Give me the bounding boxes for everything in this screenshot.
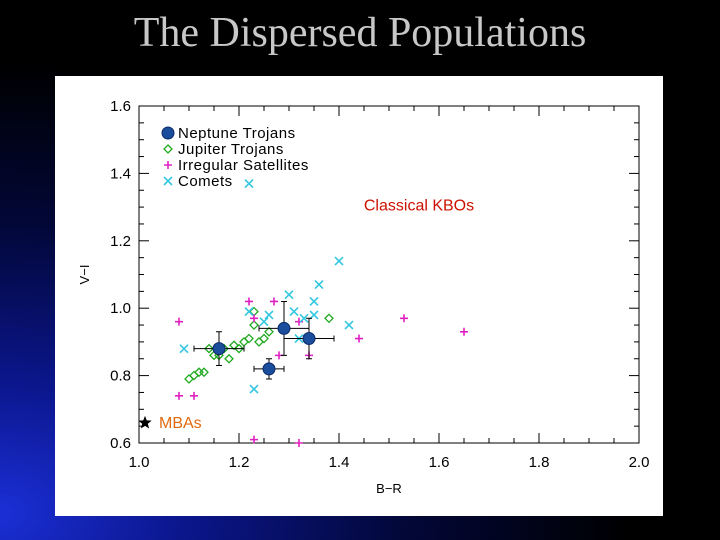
irregular-satellites-point <box>175 317 183 326</box>
comets-point <box>264 310 274 320</box>
jupiter-trojans-point <box>199 367 209 378</box>
jupiter-trojans-point <box>259 333 269 344</box>
comets-point <box>284 290 294 300</box>
jupiter-trojans-point <box>264 326 274 337</box>
data-points <box>175 178 468 447</box>
x-axis-label: B−R <box>376 481 402 496</box>
jupiter-trojans-point <box>204 343 214 354</box>
irregular-satellites-point <box>295 439 303 447</box>
jupiter-trojans-point <box>194 367 204 378</box>
x-tick-label: 1.8 <box>529 454 550 471</box>
comets-point <box>309 296 319 307</box>
jupiter-trojans-point <box>189 370 199 381</box>
slide-title: The Dispersed Populations <box>133 10 587 56</box>
chart-panel: 1.0 1.2 1.4 1.6 1.8 2.0 0.6 0.8 1.0 1.2 1.4 1.6 Nep… <box>55 76 663 516</box>
y-tick-label: 1.2 <box>110 233 131 250</box>
comets-point <box>244 307 254 317</box>
y-tick-label: 0.6 <box>110 435 131 452</box>
y-tick-label: 1.6 <box>110 98 131 115</box>
y-tick-label: 1.4 <box>110 165 131 182</box>
irregular-satellites-point <box>190 391 198 400</box>
irregular-satellites-point <box>460 327 468 336</box>
legend-label-jupiter-trojans: Jupiter Trojans <box>178 141 284 158</box>
irregular-satellites-point <box>295 317 303 326</box>
x-tick-label: 1.4 <box>329 454 350 471</box>
irregular-satellites-point <box>250 314 258 323</box>
legend-label-irregular-satellites: Irregular Satellites <box>178 157 309 174</box>
legend-marker-neptune-trojans <box>161 126 175 140</box>
neptune-trojans-point <box>277 321 291 335</box>
x-tick-label: 1.0 <box>129 454 150 471</box>
x-tick-label: 1.6 <box>429 454 450 471</box>
y-tick-label: 0.8 <box>110 368 131 385</box>
jupiter-trojans-point <box>254 336 264 347</box>
irregular-satellites-point <box>175 391 183 400</box>
comets-point <box>179 344 189 354</box>
legend-label-neptune-trojans: Neptune Trojans <box>178 125 296 142</box>
comets-point <box>289 307 299 317</box>
comets-point <box>299 313 309 323</box>
irregular-satellites-point <box>355 334 363 343</box>
comets-point <box>334 256 344 266</box>
x-tick-label: 2.0 <box>629 454 650 471</box>
legend-marker-jupiter-trojans <box>163 144 173 154</box>
jupiter-trojans-point <box>234 343 244 354</box>
jupiter-trojans-point <box>239 336 249 347</box>
comets-point <box>259 317 269 327</box>
jupiter-trojans-point <box>324 313 334 324</box>
jupiter-trojans-point <box>244 333 254 344</box>
irregular-satellites-point <box>245 297 253 306</box>
jupiter-trojans-point <box>229 340 239 351</box>
comets-point <box>309 310 319 320</box>
irregular-satellites-point <box>270 297 278 306</box>
jupiter-trojans-point <box>224 353 234 364</box>
comets-point <box>314 280 324 290</box>
legend-marker-irregular-satellites <box>164 161 172 169</box>
legend-label-comets: Comets <box>178 173 233 190</box>
y-tick-label: 1.0 <box>110 300 131 317</box>
x-tick-label: 1.2 <box>229 454 250 471</box>
legend-marker-comets <box>163 176 173 186</box>
comets-point <box>344 320 354 330</box>
scatter-chart: 1.0 1.2 1.4 1.6 1.8 2.0 0.6 0.8 1.0 1.2 1.4 1.6 Nep… <box>77 98 649 496</box>
irregular-satellites-point <box>400 314 408 323</box>
neptune-trojans-point <box>302 332 316 346</box>
jupiter-trojans-point <box>249 320 259 330</box>
mbas-label: MBAs <box>159 415 202 432</box>
chart-annotations: Classical KBOs MBAs <box>138 197 474 432</box>
mba-star-icon <box>138 415 152 429</box>
y-axis-label: V−I <box>77 265 92 285</box>
comets-point <box>244 178 254 189</box>
neptune-trojans-point <box>262 362 276 376</box>
comets-point <box>249 384 259 394</box>
neptune-trojans-point <box>212 342 226 356</box>
classical-kbos-label: Classical KBOs <box>364 197 474 214</box>
axis-ticks: 1.0 1.2 1.4 1.6 1.8 2.0 0.6 0.8 1.0 1.2 1.4 1.6 <box>110 98 649 471</box>
irregular-satellites-point <box>250 435 258 444</box>
jupiter-trojans-point <box>184 374 194 384</box>
